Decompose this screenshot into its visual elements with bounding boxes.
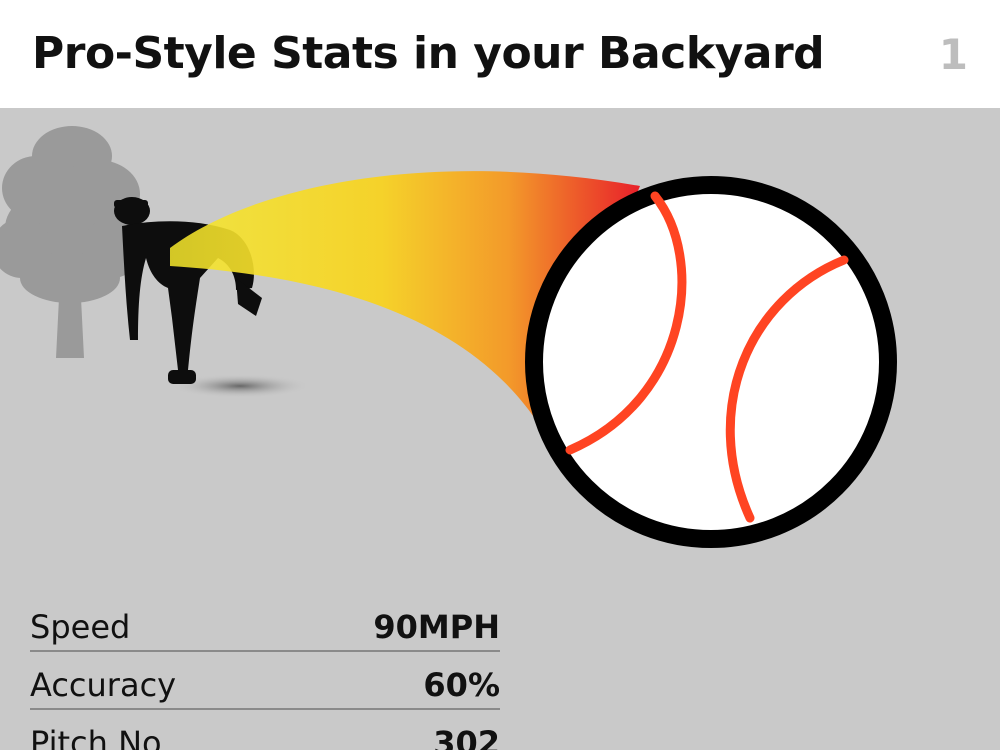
stat-label: Accuracy [30,666,177,704]
stat-row-accuracy: Accuracy 60% [30,654,500,710]
header: Pro-Style Stats in your Backyard 1 [0,0,1000,108]
stat-row-pitch-number: Pitch No. 302 [30,712,500,750]
pitch-scene [0,126,897,548]
pitcher-shadow [170,374,310,398]
tree-icon [0,126,142,358]
page-number: 1 [938,30,968,79]
illustration-area: Speed 90MPH Accuracy 60% Pitch No. 302 O… [0,108,1000,750]
stats-table: Speed 90MPH Accuracy 60% Pitch No. 302 O… [30,596,500,750]
page-title: Pro-Style Stats in your Backyard [32,28,825,79]
baseball-icon [525,176,897,548]
stat-value: 60% [423,666,500,704]
stat-label: Pitch No. [30,724,172,750]
stat-value: 90MPH [373,608,500,646]
pitch-trail [170,171,640,426]
stat-value: 302 [433,724,500,750]
stat-label: Speed [30,608,131,646]
stat-row-speed: Speed 90MPH [30,596,500,652]
